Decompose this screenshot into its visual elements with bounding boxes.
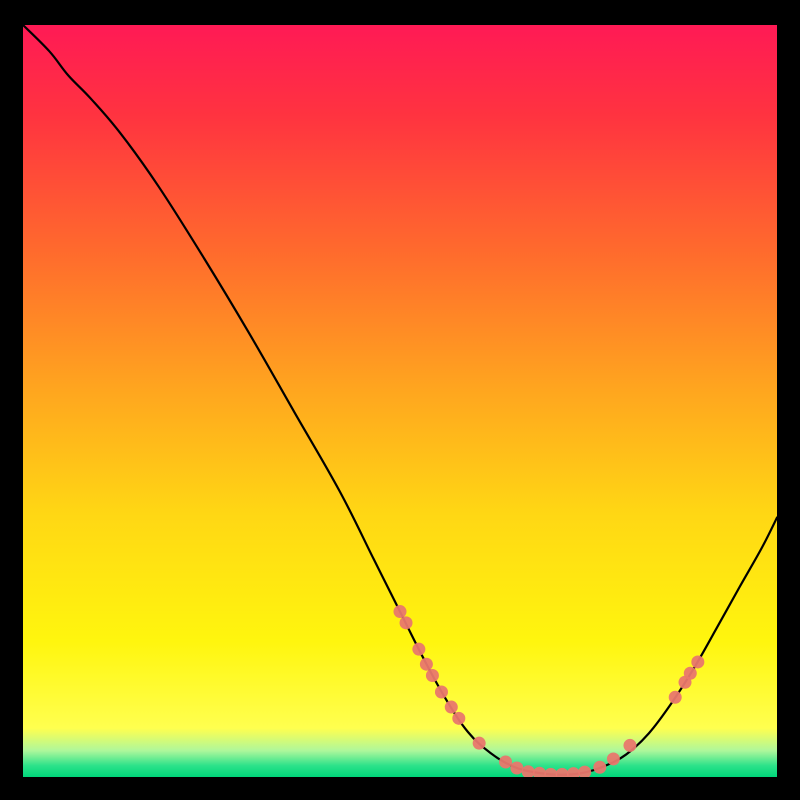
scatter-point — [420, 658, 433, 671]
scatter-point — [435, 686, 448, 699]
scatter-point — [412, 643, 425, 656]
plot-area — [0, 0, 800, 800]
scatter-point — [499, 755, 512, 768]
plot-svg — [0, 0, 800, 800]
scatter-point — [593, 761, 606, 774]
scatter-point — [684, 667, 697, 680]
gradient-panel — [23, 25, 777, 777]
scatter-point — [445, 701, 458, 714]
scatter-point — [510, 761, 523, 774]
scatter-point — [669, 691, 682, 704]
scatter-point — [394, 605, 407, 618]
scatter-point — [400, 616, 413, 629]
chart-stage: TheBottlenecker.com — [0, 0, 800, 800]
scatter-point — [607, 752, 620, 765]
scatter-point — [522, 765, 535, 778]
scatter-point — [426, 669, 439, 682]
scatter-point — [452, 712, 465, 725]
scatter-point — [578, 766, 591, 779]
scatter-point — [623, 739, 636, 752]
scatter-point — [473, 737, 486, 750]
scatter-point — [691, 655, 704, 668]
